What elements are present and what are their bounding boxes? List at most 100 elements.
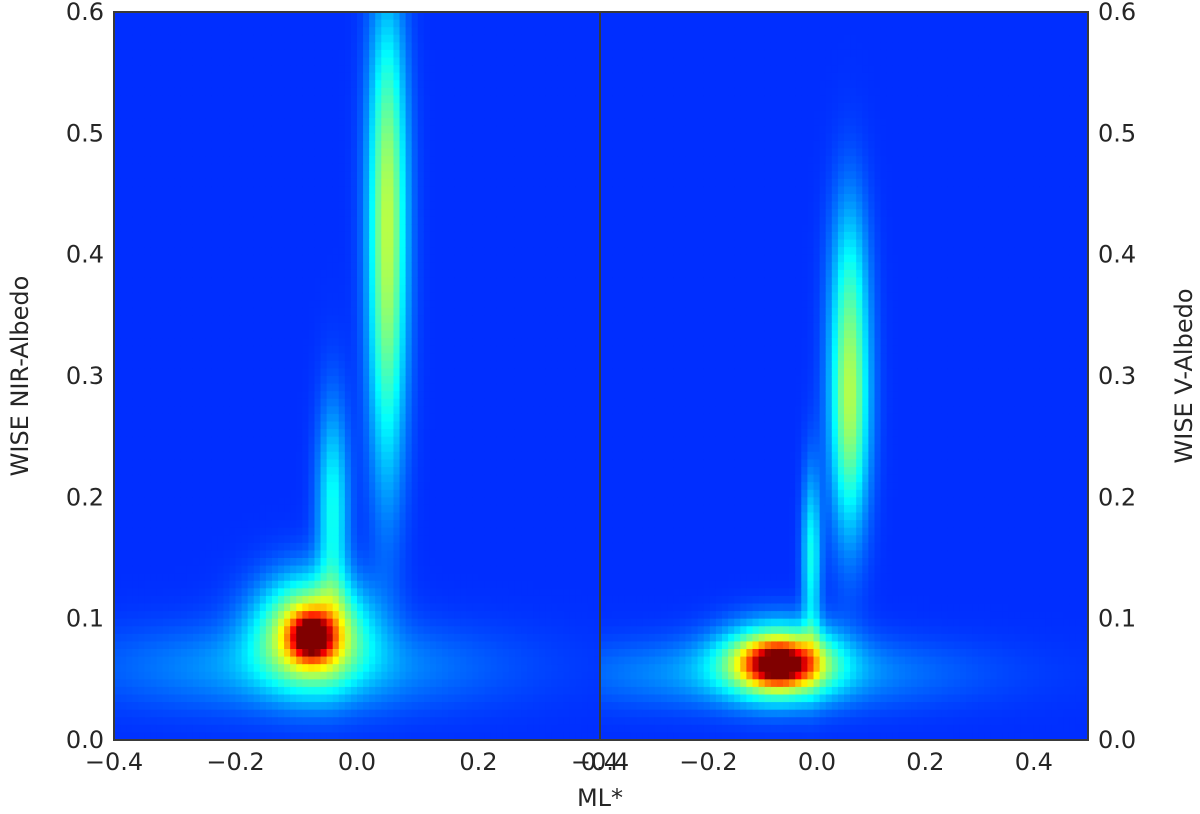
heatmap-cell: [168, 72, 176, 81]
heatmap-cell: [405, 292, 413, 301]
heatmap-cell: [393, 292, 401, 301]
heatmap-cell: [369, 80, 376, 89]
heatmap-cell: [423, 618, 431, 627]
heatmap-cell: [223, 125, 231, 134]
heatmap-cell: [150, 694, 158, 703]
heatmap-cell: [308, 95, 316, 104]
heatmap-cell: [241, 368, 249, 377]
heatmap-cell: [186, 254, 194, 263]
heatmap-cell: [290, 34, 297, 43]
heatmap-cell: [369, 398, 376, 407]
heatmap-cell: [314, 436, 322, 445]
heatmap-cell: [205, 72, 212, 81]
heatmap-cell: [138, 338, 145, 347]
heatmap-cell: [253, 489, 261, 498]
heatmap-cell: [120, 686, 127, 696]
heatmap-cell: [162, 520, 170, 529]
heatmap-cell: [302, 717, 309, 726]
heatmap-cell: [132, 724, 139, 734]
heatmap-cell: [120, 520, 127, 529]
heatmap-cell: [357, 118, 364, 127]
heatmap-cell: [241, 671, 249, 680]
heatmap-cell: [126, 163, 133, 172]
heatmap-cell: [229, 573, 237, 582]
heatmap-cell: [156, 406, 164, 415]
heatmap-cell: [314, 512, 322, 521]
heatmap-cell: [259, 315, 267, 324]
heatmap-cell: [393, 186, 401, 195]
heatmap-cell: [302, 231, 309, 241]
heatmap-cell: [284, 118, 291, 127]
heatmap-cell: [302, 34, 309, 43]
heatmap-cell: [314, 125, 322, 134]
heatmap-cell: [290, 103, 297, 112]
heatmap-cell: [302, 679, 309, 688]
heatmap-cell: [259, 269, 267, 279]
heatmap-cell: [211, 277, 218, 286]
heatmap-cell: [205, 34, 212, 43]
heatmap-cell: [265, 186, 273, 195]
heatmap-cell: [241, 201, 249, 210]
heatmap-cell: [393, 353, 401, 362]
heatmap-cell: [211, 580, 218, 589]
heatmap-cell: [326, 535, 334, 544]
heatmap-cell: [168, 512, 176, 521]
heatmap-cell: [314, 209, 322, 218]
heatmap-cell: [186, 57, 194, 66]
heatmap-cell: [174, 451, 182, 461]
heatmap-cell: [302, 224, 309, 233]
heatmap-cell: [405, 611, 413, 620]
heatmap-cell: [357, 338, 364, 347]
heatmap-cell: [387, 156, 395, 165]
heatmap-cell: [162, 383, 170, 392]
heatmap-cell: [387, 186, 395, 195]
heatmap-cell: [271, 307, 279, 316]
heatmap-cell: [186, 163, 194, 172]
heatmap-cell: [284, 383, 291, 392]
heatmap-cell: [247, 19, 255, 28]
heatmap-cell: [369, 148, 376, 157]
heatmap-cell: [174, 171, 182, 180]
heatmap-cell: [180, 49, 188, 59]
heatmap-cell: [192, 254, 200, 263]
heatmap-cell: [375, 307, 382, 316]
heatmap-cell: [186, 504, 194, 514]
heatmap-cell: [399, 633, 407, 643]
heatmap-cell: [229, 19, 237, 28]
heatmap-cell: [296, 171, 303, 180]
heatmap-cell: [180, 504, 188, 514]
heatmap-cell: [363, 633, 370, 643]
heatmap-cell: [174, 732, 182, 741]
heatmap-cell: [399, 558, 407, 567]
heatmap-cell: [168, 125, 176, 134]
heatmap-cell: [405, 504, 413, 514]
heatmap-cell: [296, 125, 303, 134]
heatmap-cell: [326, 345, 334, 354]
heatmap-cell: [168, 239, 176, 248]
heatmap-cell: [278, 717, 285, 726]
heatmap-cell: [387, 247, 395, 256]
heatmap-cell: [417, 694, 425, 703]
heatmap-cell: [241, 611, 249, 620]
heatmap-cell: [423, 171, 431, 180]
heatmap-cell: [168, 57, 176, 66]
heatmap-cell: [162, 558, 170, 567]
heatmap-cell: [375, 406, 382, 415]
heatmap-cell: [399, 360, 407, 370]
heatmap-cell: [211, 49, 218, 59]
heatmap-cell: [393, 72, 401, 81]
heatmap-cell: [357, 413, 364, 423]
heatmap-cell: [381, 353, 388, 362]
heatmap-cell: [211, 406, 218, 415]
heatmap-cell: [363, 292, 370, 301]
heatmap-cell: [296, 580, 303, 589]
heatmap-cell: [138, 595, 145, 605]
heatmap-cell: [162, 512, 170, 521]
heatmap-cell: [381, 140, 388, 150]
heatmap-cell: [144, 573, 152, 582]
heatmap-cell: [162, 277, 170, 286]
heatmap-cell: [114, 383, 121, 392]
heatmap-cell: [320, 72, 328, 81]
heatmap-cell: [369, 413, 376, 423]
heatmap-cell: [235, 444, 243, 453]
